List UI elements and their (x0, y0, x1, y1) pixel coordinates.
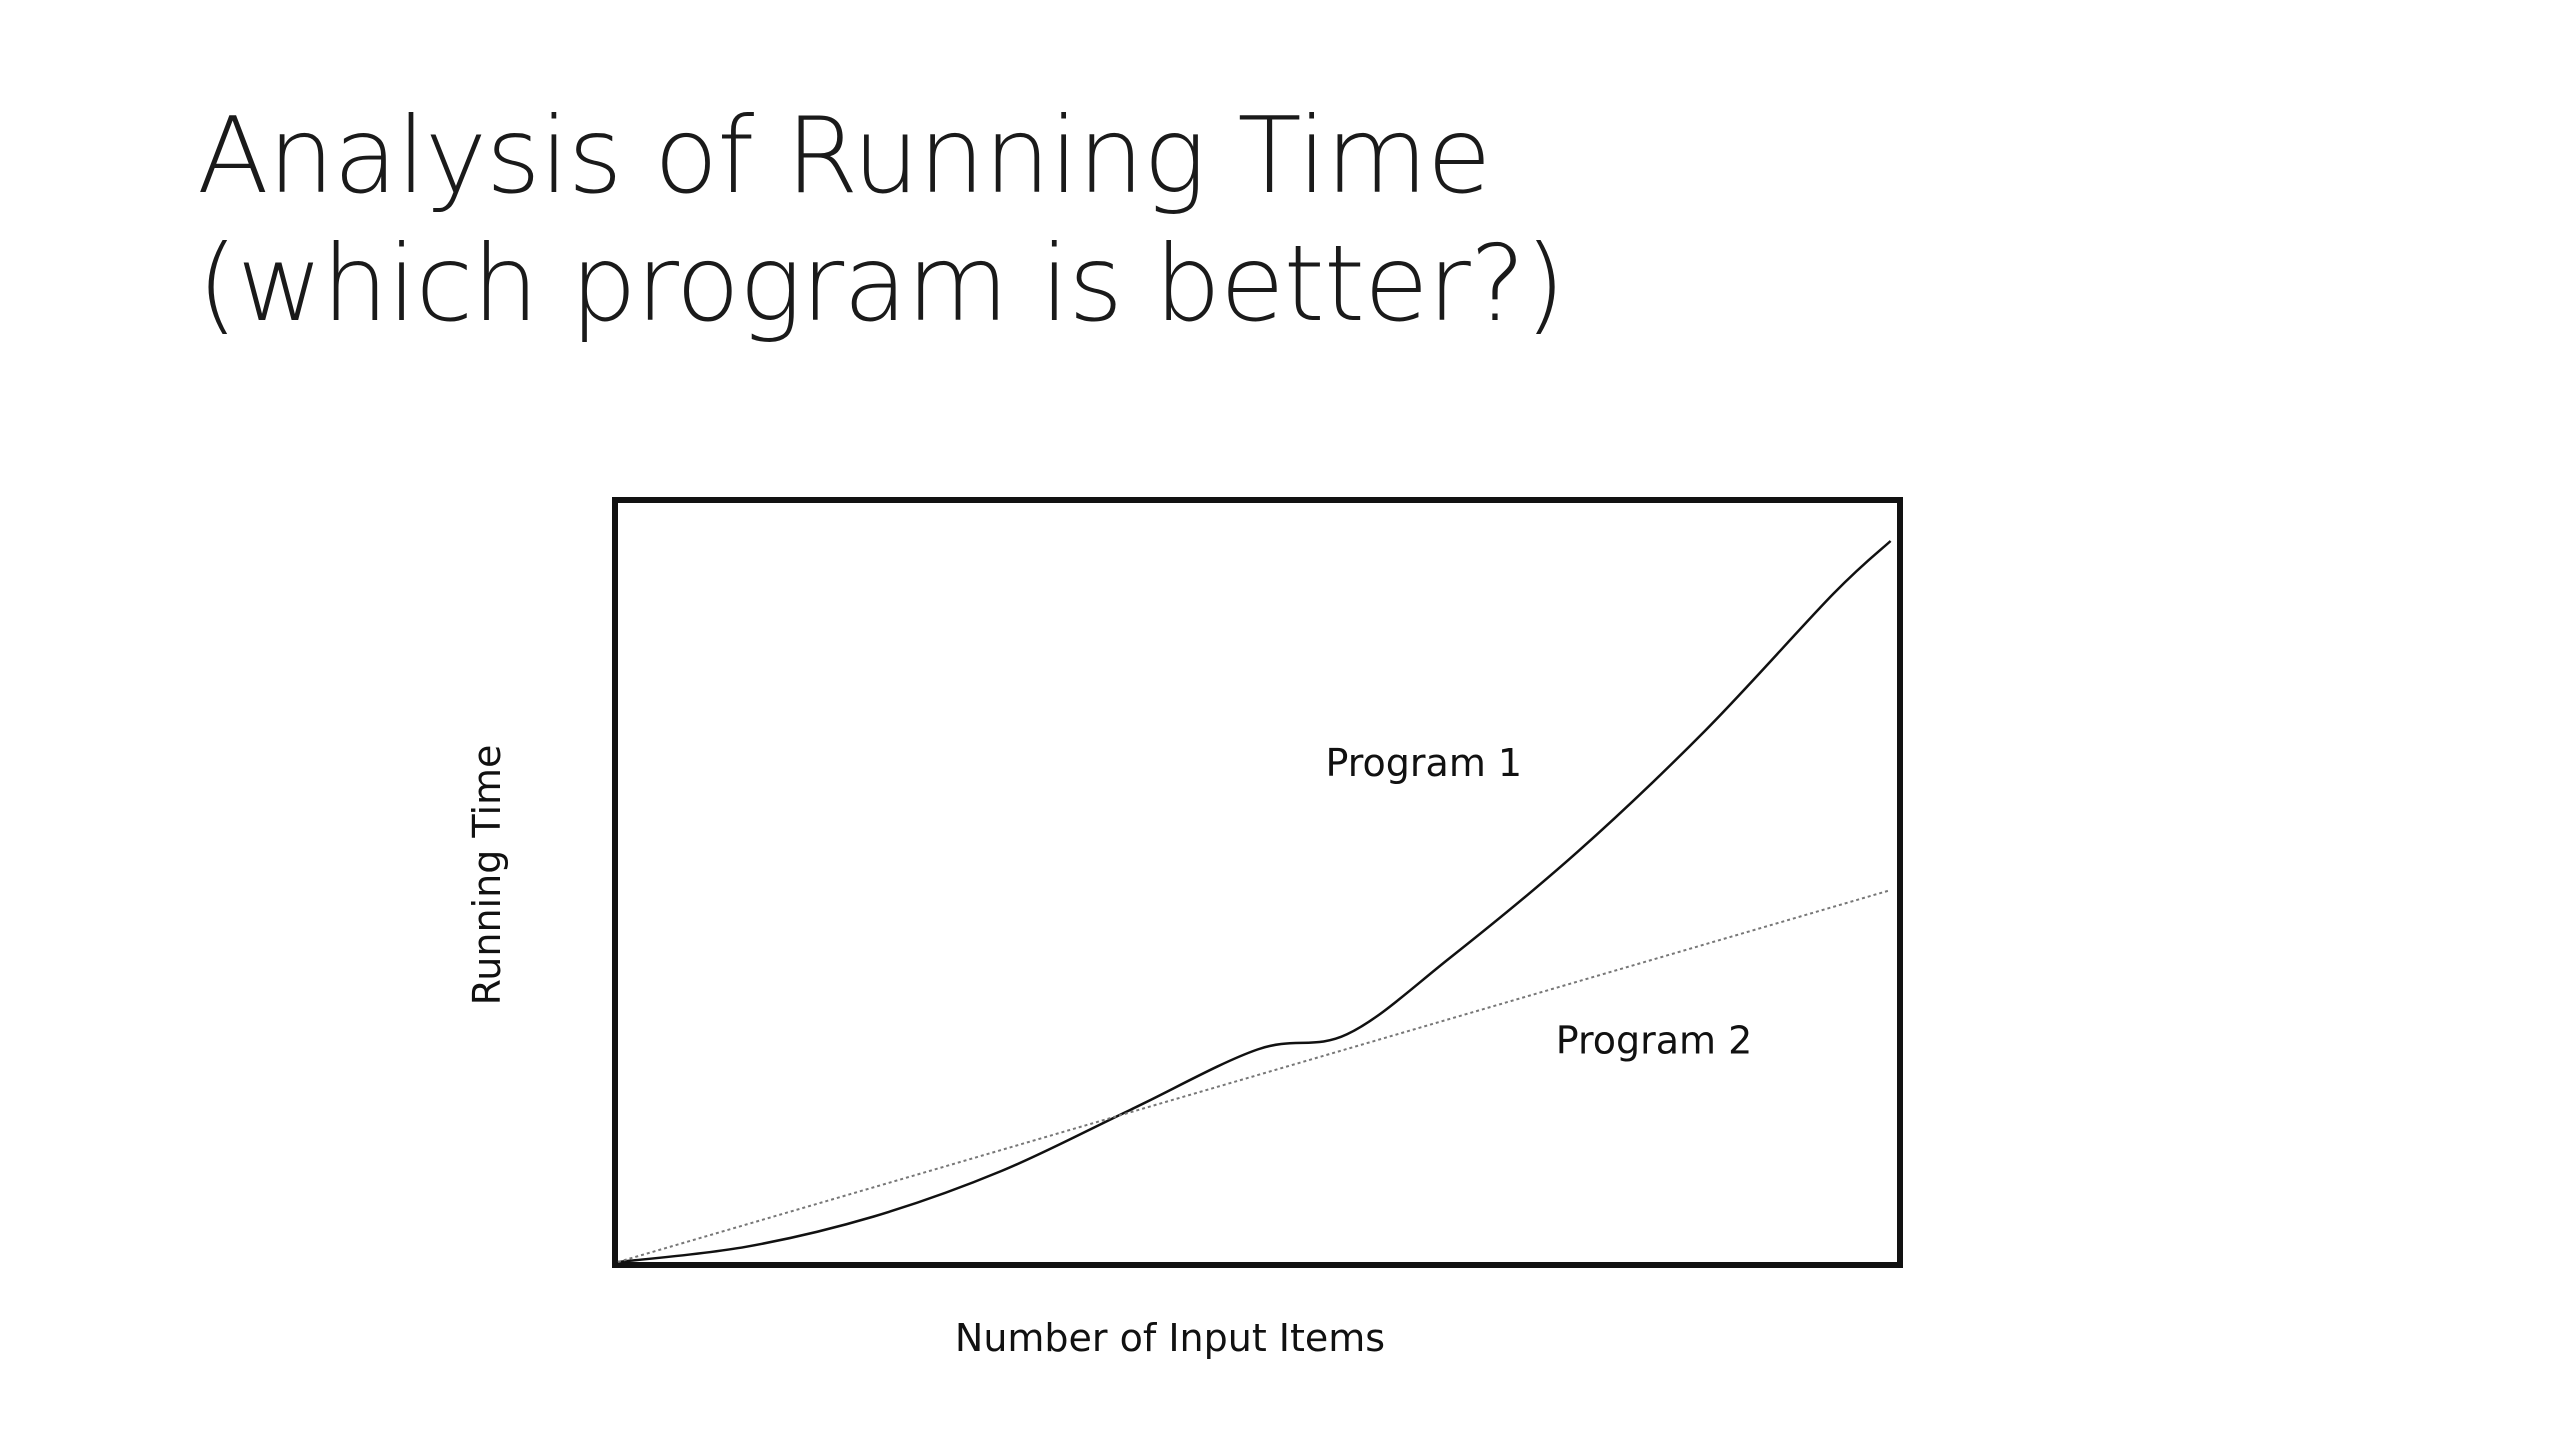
annotation-layer: Program 1 Program 2 (1326, 741, 1753, 1062)
y-axis-label: Running Time (465, 745, 509, 1006)
series-label-2: Program 2 (1556, 1018, 1753, 1062)
x-axis-label: Number of Input Items (955, 1316, 1385, 1360)
slide-title-line-1: Analysis of Running Time (197, 95, 1492, 217)
series-line-2 (617, 889, 1891, 1263)
series-layer (617, 540, 1892, 1264)
series-line-1 (617, 540, 1892, 1264)
slide-title: Analysis of Running Time (which program … (197, 92, 1565, 348)
slide-title-line-2: (which program is better?) (197, 223, 1565, 345)
plot-frame (612, 497, 1903, 1268)
series-label-1: Program 1 (1326, 741, 1523, 785)
